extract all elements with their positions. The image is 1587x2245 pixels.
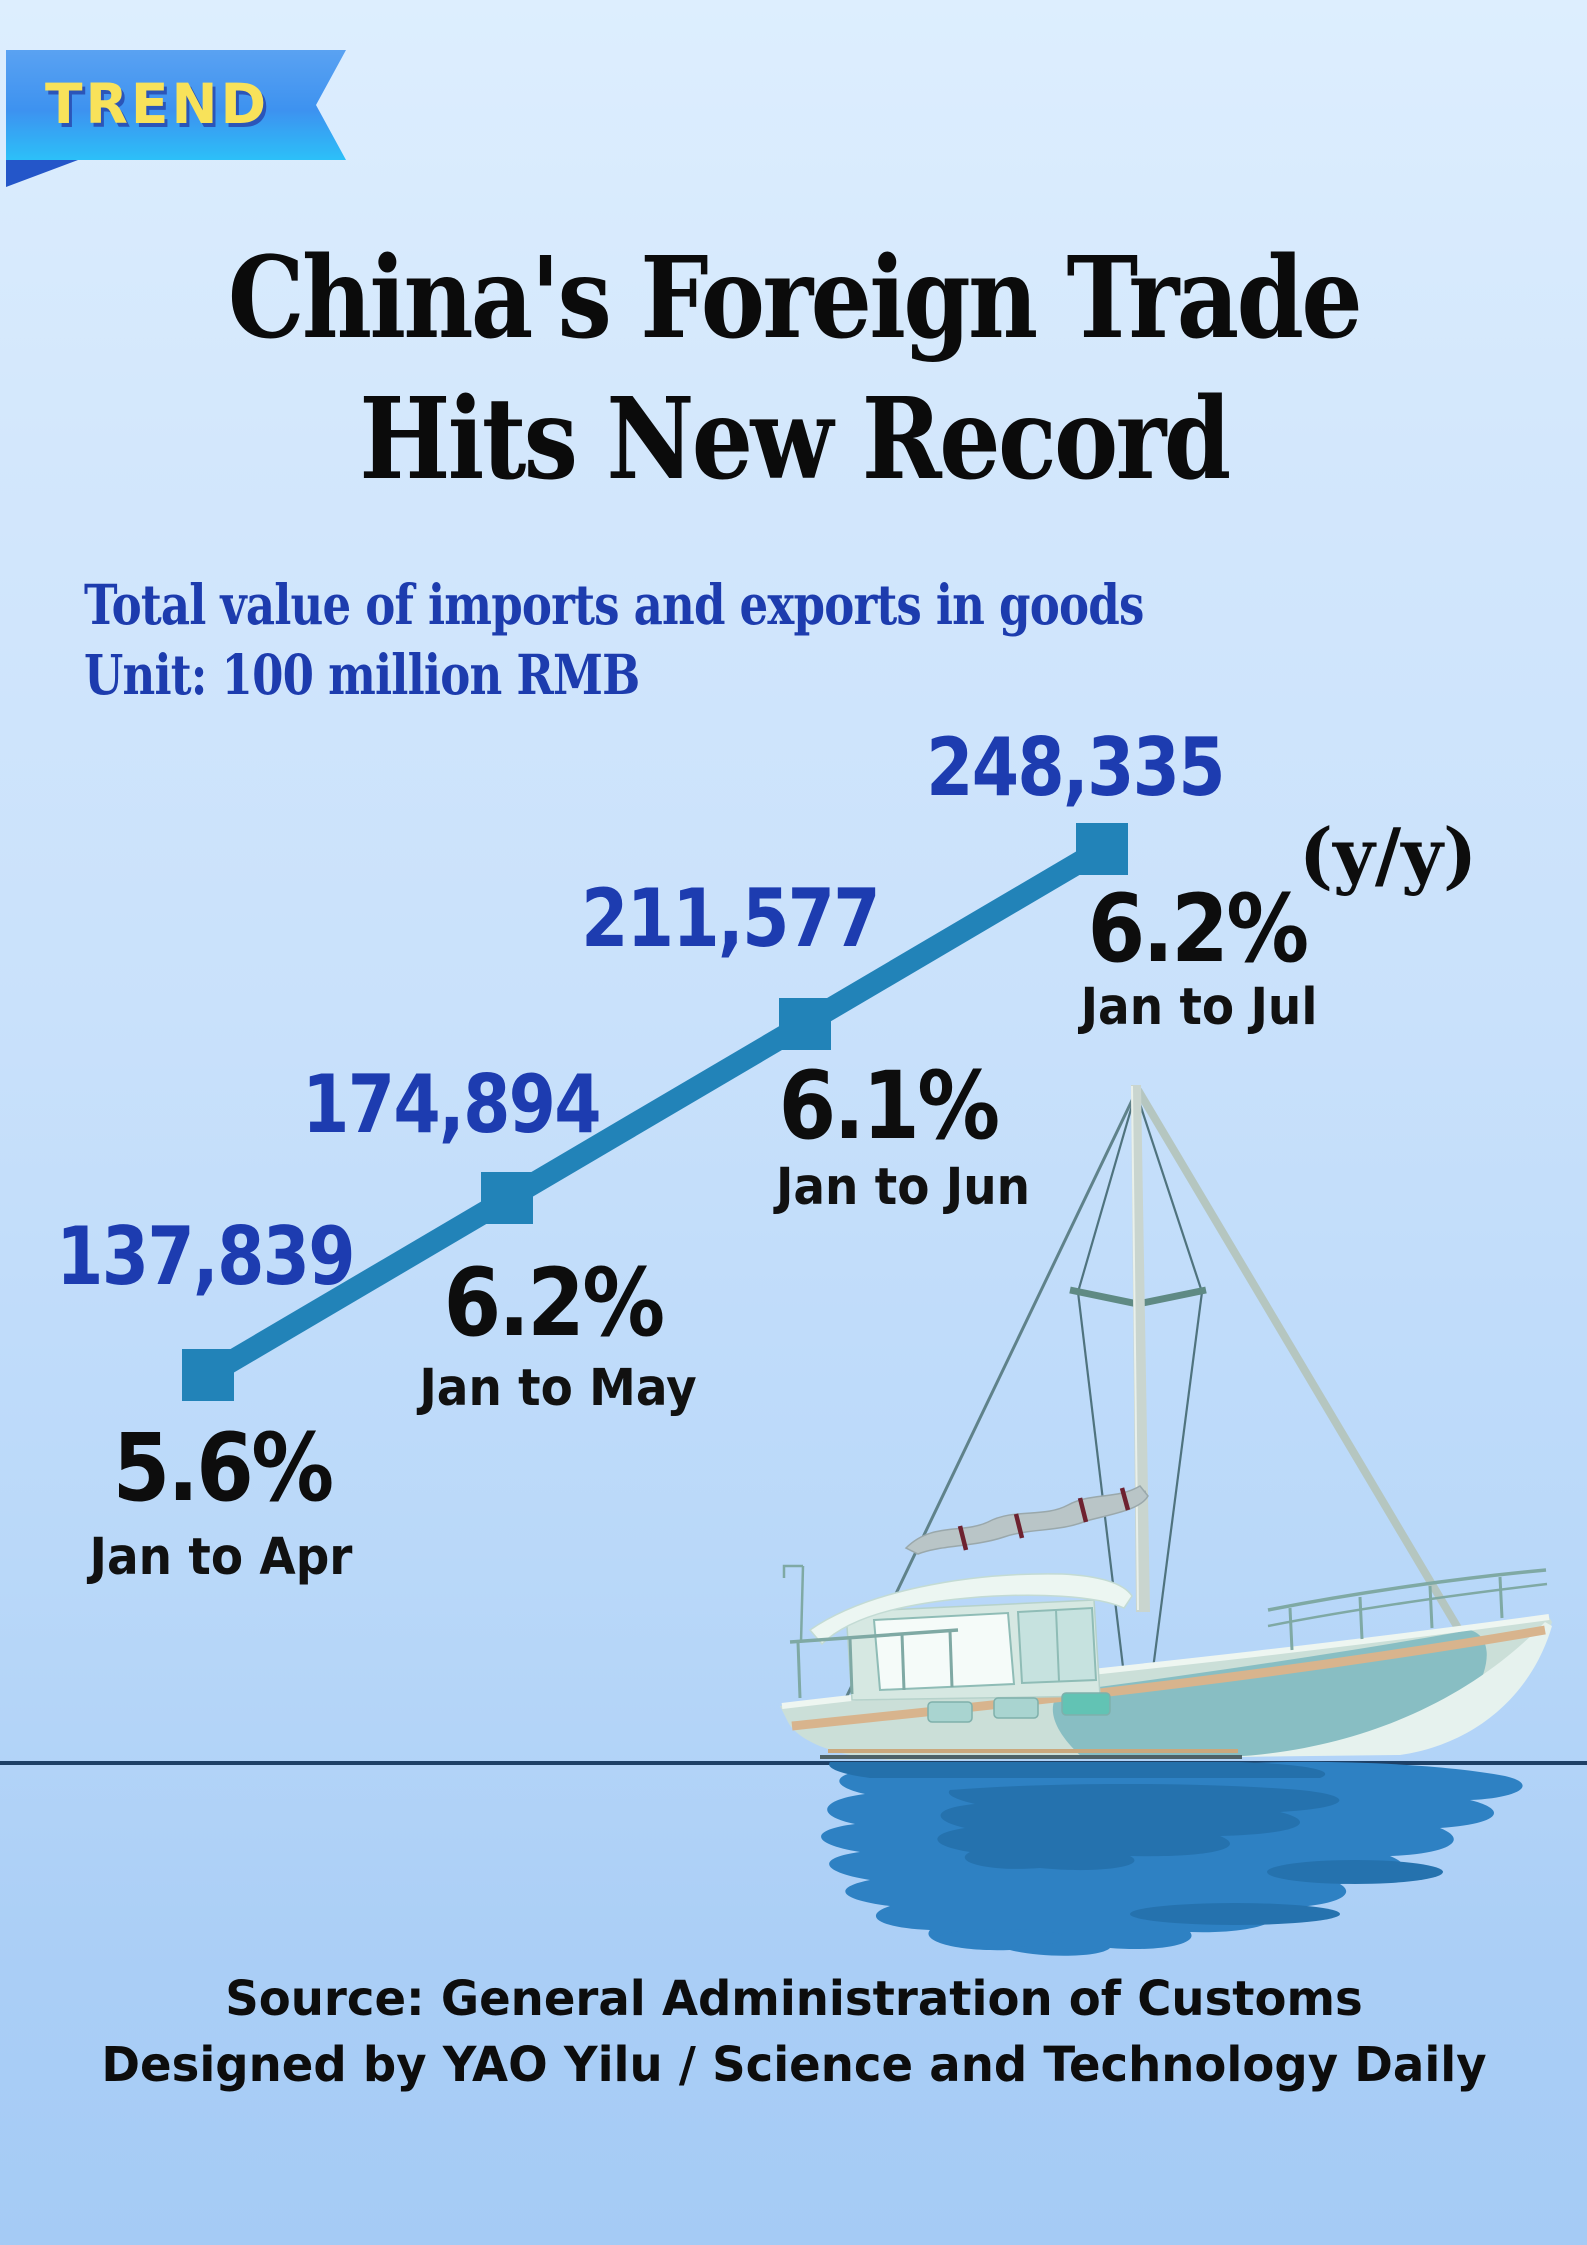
ribbon-fold (6, 160, 78, 187)
value-label-jan-jul: 248,335 (926, 721, 1226, 814)
period-label-jan-jun: Jan to Jun (775, 1158, 1031, 1217)
trend-ribbon (6, 50, 346, 187)
hull-stripe (791, 1625, 1546, 1731)
sail-tie (1013, 1513, 1025, 1539)
sail-tie (1077, 1497, 1089, 1523)
designer-credit: Designed by YAO Yilu / Science and Techn… (100, 2037, 1487, 2093)
cabin (808, 1573, 1133, 1723)
water-reflection (821, 1761, 1523, 1956)
value-label-jan-may: 174,894 (302, 1058, 602, 1151)
data-point-marker (1076, 823, 1128, 875)
page-title-line-2: Hits New Record (358, 374, 1231, 505)
data-point-marker (481, 1172, 533, 1224)
value-label-jan-apr: 137,839 (56, 1210, 356, 1303)
cabin-roof (808, 1573, 1133, 1646)
railings (782, 1564, 1548, 1699)
chart-subtitle: Total value of imports and exports in go… (84, 572, 1144, 637)
sailboat-illustration (780, 1085, 1552, 1760)
forestay-pole (1134, 1087, 1462, 1631)
growth-label-jan-apr: 5.6% (112, 1414, 334, 1523)
furled-sail (904, 1485, 1149, 1555)
period-label-jan-jul: Jan to Jul (1080, 978, 1318, 1037)
period-label-jan-apr: Jan to Apr (89, 1528, 353, 1587)
hull-window (993, 1697, 1039, 1719)
data-point-marker (779, 998, 831, 1050)
value-label-jan-jun: 211,577 (581, 872, 881, 965)
trend-badge-label: TREND (45, 72, 270, 136)
growth-label-jan-jun: 6.1% (778, 1052, 1000, 1161)
windshield (872, 1611, 1016, 1692)
trend-line (202, 839, 1108, 1385)
period-label-jan-may: Jan to May (419, 1359, 697, 1418)
hull-window (927, 1701, 973, 1723)
horizon-line (0, 1761, 1587, 1765)
page-title-line-1: China's Foreign Trade (227, 233, 1362, 364)
hull-window (1061, 1692, 1111, 1716)
growth-label-jan-may: 6.2% (443, 1249, 665, 1358)
sail-tie (957, 1525, 969, 1551)
chart-unit-label: Unit: 100 million RMB (84, 642, 640, 707)
sail-tie (1119, 1487, 1131, 1511)
trend-line-chart (182, 823, 1128, 1401)
data-point-marker (182, 1349, 234, 1401)
source-credit: Source: General Administration of Custom… (224, 1971, 1363, 2027)
yoy-note: (y/y) (1298, 812, 1478, 897)
stern-antenna (799, 1565, 805, 1643)
growth-label-jan-jul: 6.2% (1087, 875, 1309, 984)
hull (780, 1614, 1552, 1760)
